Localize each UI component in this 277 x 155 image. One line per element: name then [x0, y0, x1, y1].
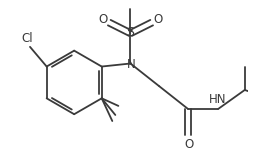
Text: O: O: [153, 13, 162, 26]
Text: HN: HN: [209, 93, 226, 106]
Text: S: S: [127, 26, 134, 39]
Text: Cl: Cl: [21, 32, 33, 45]
Text: N: N: [127, 58, 135, 71]
Text: O: O: [184, 138, 193, 151]
Text: O: O: [99, 13, 108, 26]
